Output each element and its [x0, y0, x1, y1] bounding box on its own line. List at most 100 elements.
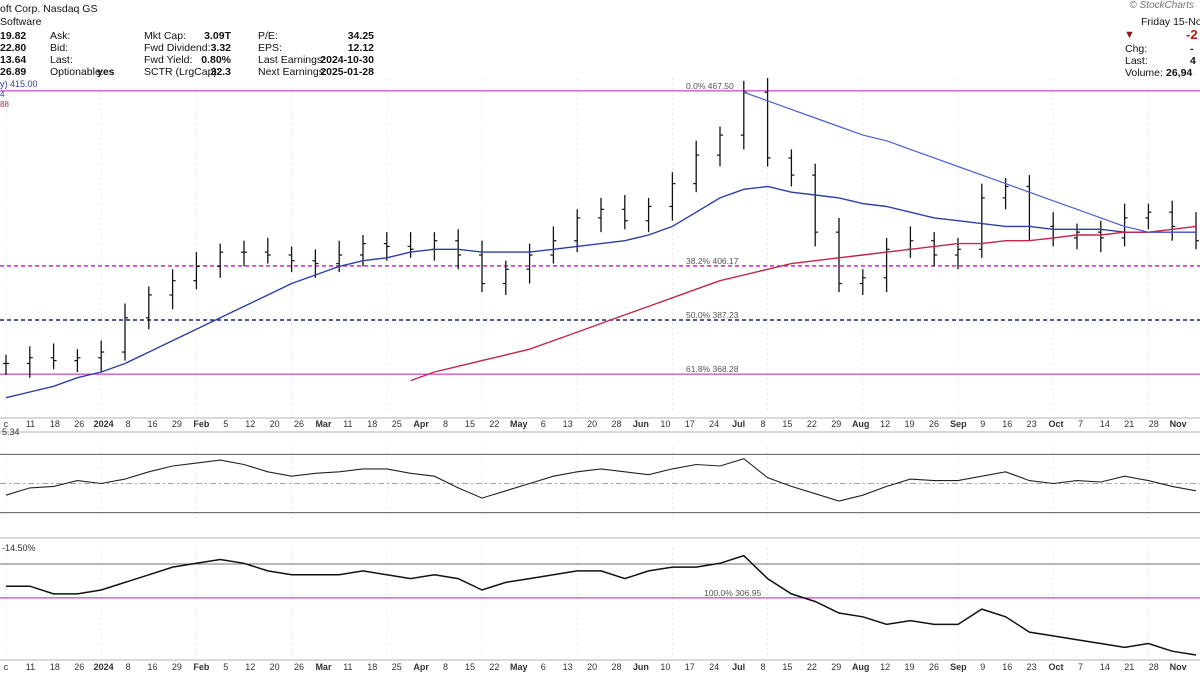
x-axis-day-label: 16	[148, 419, 158, 429]
eps-value: 12.12	[347, 42, 374, 54]
optionable-value: yes	[97, 66, 115, 78]
rsi-label: 5.34	[2, 427, 20, 437]
x-axis-day-label: 9	[980, 662, 985, 672]
x-axis-day-label: 29	[172, 419, 182, 429]
x-axis-day-label: 8	[443, 662, 448, 672]
relative-label: -14.50%	[2, 543, 36, 553]
pe-label: P/E:	[258, 30, 278, 42]
quote-value-2: 22.80	[0, 42, 27, 54]
downtrend-line	[743, 91, 1196, 233]
x-axis-day-label: 12	[245, 419, 255, 429]
x-axis-month-label: Jul	[732, 662, 745, 672]
x-axis-day-label: 8	[443, 419, 448, 429]
sctr-value: 32.3	[210, 66, 231, 78]
x-axis-day-label: 15	[465, 662, 475, 672]
x-axis-day-label: 16	[148, 662, 158, 672]
x-axis-day-label: 6	[541, 662, 546, 672]
x-axis-day-label: 28	[611, 419, 621, 429]
mkt-cap-value: 3.09T	[204, 30, 231, 42]
x-axis-day-label: 22	[489, 662, 499, 672]
x-axis-day-label: 8	[761, 419, 766, 429]
x-axis-day-label: 17	[685, 419, 695, 429]
x-axis-day-label: 10	[660, 419, 670, 429]
x-axis-day-label: 28	[611, 662, 621, 672]
x-axis-day-label: 8	[126, 419, 131, 429]
x-axis-day-label: 26	[74, 419, 84, 429]
x-axis-day-label: 13	[563, 419, 573, 429]
x-axis-day-label: 15	[782, 662, 792, 672]
chart-grid	[0, 78, 1200, 661]
x-axis-day-label: 6	[541, 419, 546, 429]
x-axis-day-label: 19	[905, 419, 915, 429]
x-axis-day-label: 5	[223, 419, 228, 429]
x-axis-month-label: Aug	[852, 419, 870, 429]
fib-level-label: 61.8% 368.28	[686, 364, 739, 374]
price-panel: 0.0% 467.50 38.2% 406.17 50.0% 387.23 61.8%…	[0, 78, 1200, 399]
x-axis-month-label: Sep	[950, 419, 967, 429]
x-axis-day-label: 28	[1149, 419, 1159, 429]
x-axis-day-label: 24	[709, 662, 719, 672]
chg-value: -	[1190, 43, 1194, 55]
chg-label: Chg:	[1125, 43, 1148, 55]
ma-label-2: 4	[0, 90, 5, 99]
x-axis-day-label: 26	[929, 662, 939, 672]
fib-level-label: 50.0% 387.23	[686, 310, 739, 320]
x-axis-day-label: 11	[343, 419, 352, 429]
x-axis-day-label: c	[4, 419, 9, 429]
x-axis-day-label: 26	[294, 419, 304, 429]
fwd-yield-label: Fwd Yield:	[144, 54, 193, 66]
relative-strength-line	[6, 554, 1197, 656]
relative-level-label: 100.0% 306.95	[704, 588, 761, 598]
last-earnings-label: Last Earnings:	[258, 54, 326, 66]
x-axis-day-label: 9	[980, 419, 985, 429]
x-axis-day-label: 16	[1002, 419, 1012, 429]
x-axis-day-label: 22	[807, 419, 817, 429]
x-axis-day-label: 14	[1100, 662, 1110, 672]
optionable-label: Optionable:	[50, 66, 104, 78]
rsi-line	[5, 458, 1197, 502]
x-axis-day-label: 25	[392, 662, 402, 672]
next-earnings-value: 2025-01-28	[320, 66, 374, 78]
x-axis-day-label: 25	[392, 419, 402, 429]
x-axis-day-label: 8	[126, 662, 131, 672]
x-axis-day-label: 29	[831, 662, 841, 672]
ask-label: Ask:	[50, 30, 71, 42]
quote-value-3: 13.64	[0, 54, 27, 66]
volume-value: 26,94	[1166, 67, 1193, 79]
last-label: Last:	[50, 54, 73, 66]
sma-50-line	[5, 185, 1196, 399]
x-axis-day-label: 14	[1100, 419, 1110, 429]
relative-strength-panel: 100.0% 306.95 -14.50%	[0, 543, 1200, 656]
stockcharts-brand: © StockCharts	[1129, 0, 1194, 11]
x-axis-day-label: 26	[74, 662, 84, 672]
x-axis-day-label: 10	[660, 662, 670, 672]
eps-label: EPS:	[258, 42, 282, 54]
last-label-right: Last:	[1125, 55, 1148, 67]
x-axis-month-label: May	[510, 419, 528, 429]
x-axis-day-label: 23	[1027, 419, 1037, 429]
x-axis-month-label: Mar	[315, 662, 332, 672]
sector-label: Software	[0, 16, 42, 28]
x-axis-day-label: c	[4, 662, 9, 672]
x-axis-day-label: 15	[782, 419, 792, 429]
date-label: Friday 15-Nov	[1141, 16, 1200, 28]
change-value: -2	[1186, 27, 1198, 42]
x-axis-day-label: 5	[223, 662, 228, 672]
x-axis-month-label: Aug	[852, 662, 870, 672]
x-axis: cc111118182626202420248816162929FebFeb55…	[4, 419, 1187, 672]
x-axis-day-label: 26	[929, 419, 939, 429]
quote-value-4: 26.89	[0, 66, 27, 78]
chart-title: oft Corp. Nasdaq GS	[0, 3, 98, 15]
x-axis-day-label: 24	[709, 419, 719, 429]
x-axis-month-label: Mar	[315, 419, 332, 429]
x-axis-day-label: 19	[905, 662, 915, 672]
x-axis-day-label: 29	[172, 662, 182, 672]
x-axis-day-label: 20	[587, 662, 597, 672]
x-axis-day-label: 21	[1124, 419, 1134, 429]
x-axis-day-label: 21	[1124, 662, 1134, 672]
x-axis-day-label: 16	[1002, 662, 1012, 672]
next-earnings-label: Next Earnings:	[258, 66, 327, 78]
x-axis-day-label: 7	[1078, 419, 1083, 429]
x-axis-day-label: 18	[50, 662, 60, 672]
volume-label: Volume:	[1125, 67, 1163, 79]
